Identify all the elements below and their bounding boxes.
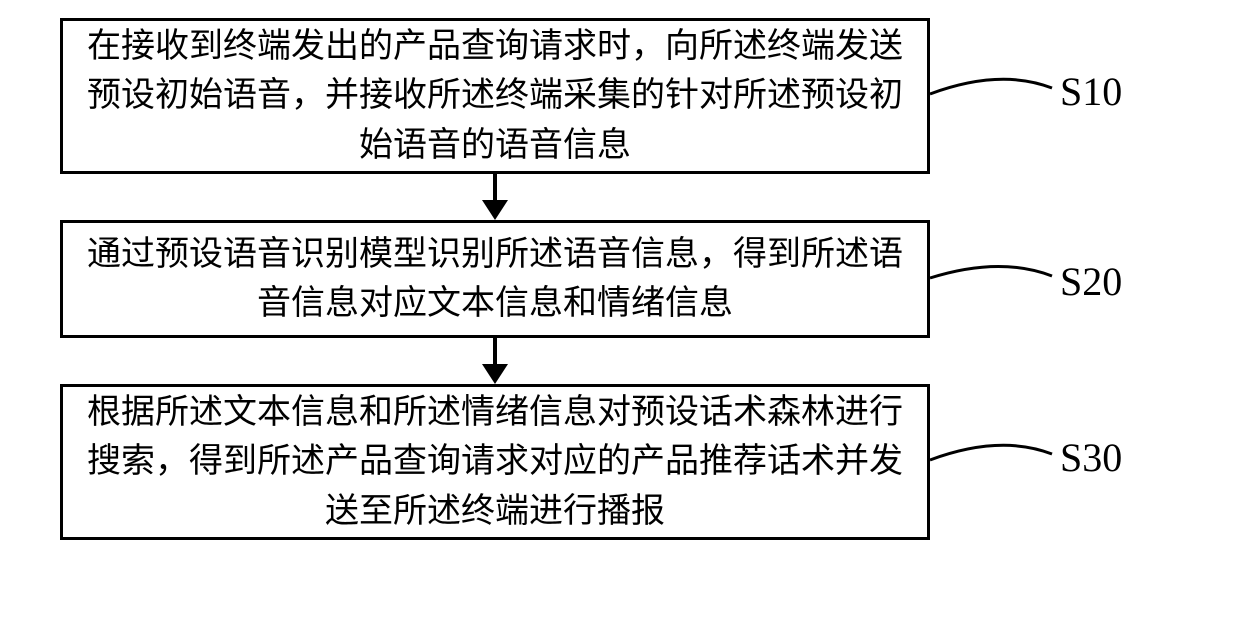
step-s30-box: 根据所述文本信息和所述情绪信息对预设话术森林进行搜索，得到所述产品查询请求对应的… [60,384,930,540]
step-s30-label: S30 [1060,434,1122,481]
step-s20-text: 通过预设语音识别模型识别所述语音信息，得到所述语音信息对应文本信息和情绪信息 [83,230,907,329]
step-s30-row: 根据所述文本信息和所述情绪信息对预设话术森林进行搜索，得到所述产品查询请求对应的… [60,384,1180,540]
step-s20-row: 通过预设语音识别模型识别所述语音信息，得到所述语音信息对应文本信息和情绪信息 S… [60,220,1180,338]
arrow-down-icon [480,338,510,384]
arrow-s10-s20 [60,174,930,220]
step-s10-text: 在接收到终端发出的产品查询请求时，向所述终端发送预设初始语音，并接收所述终端采集… [83,22,907,170]
step-s20-label: S20 [1060,258,1122,305]
step-s10-box: 在接收到终端发出的产品查询请求时，向所述终端发送预设初始语音，并接收所述终端采集… [60,18,930,174]
step-s10-row: 在接收到终端发出的产品查询请求时，向所述终端发送预设初始语音，并接收所述终端采集… [60,18,1180,174]
step-s30-text: 根据所述文本信息和所述情绪信息对预设话术森林进行搜索，得到所述产品查询请求对应的… [83,388,907,536]
arrow-s20-s30 [60,338,930,384]
step-s20-box: 通过预设语音识别模型识别所述语音信息，得到所述语音信息对应文本信息和情绪信息 [60,220,930,338]
flowchart-container: 在接收到终端发出的产品查询请求时，向所述终端发送预设初始语音，并接收所述终端采集… [60,18,1180,540]
arrow-down-icon [480,174,510,220]
step-s10-label: S10 [1060,68,1122,115]
